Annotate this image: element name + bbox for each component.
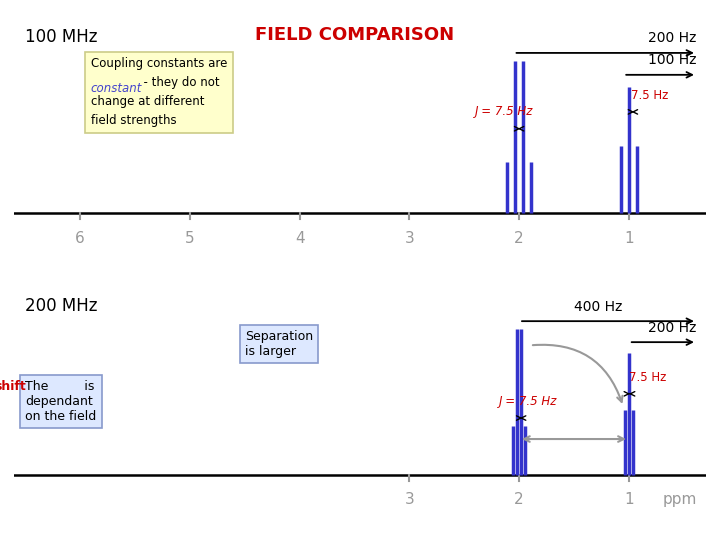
- Text: 7.5 Hz: 7.5 Hz: [629, 371, 666, 384]
- Text: 3: 3: [405, 231, 414, 246]
- Text: 2: 2: [514, 231, 524, 246]
- Text: 1: 1: [624, 492, 634, 507]
- Text: 200 MHz: 200 MHz: [25, 296, 98, 315]
- Text: 1: 1: [624, 231, 634, 246]
- Text: 400 Hz: 400 Hz: [574, 300, 622, 314]
- Text: 200 Hz: 200 Hz: [649, 31, 697, 45]
- Text: 6: 6: [76, 231, 85, 246]
- Text: 200 Hz: 200 Hz: [649, 321, 697, 335]
- Text: shift: shift: [0, 380, 27, 393]
- Text: 4: 4: [295, 231, 305, 246]
- Text: 5: 5: [185, 231, 194, 246]
- Text: 100 MHz: 100 MHz: [25, 28, 98, 46]
- Text: Coupling constants are
              - they do not
change at different
field str: Coupling constants are - they do not cha…: [91, 57, 228, 127]
- Text: 100 Hz: 100 Hz: [648, 53, 697, 67]
- Text: J = 7.5 Hz: J = 7.5 Hz: [499, 395, 557, 408]
- Text: Separation
is larger: Separation is larger: [245, 330, 313, 359]
- Text: The         is
dependant
on the field: The is dependant on the field: [25, 380, 96, 423]
- Text: 2: 2: [514, 492, 524, 507]
- Text: FIELD COMPARISON: FIELD COMPARISON: [255, 26, 454, 44]
- Text: 7.5 Hz: 7.5 Hz: [631, 89, 668, 102]
- Text: J = 7.5 Hz: J = 7.5 Hz: [475, 105, 534, 118]
- Text: ppm: ppm: [662, 492, 697, 507]
- Text: constant: constant: [91, 82, 142, 95]
- Text: 3: 3: [405, 492, 414, 507]
